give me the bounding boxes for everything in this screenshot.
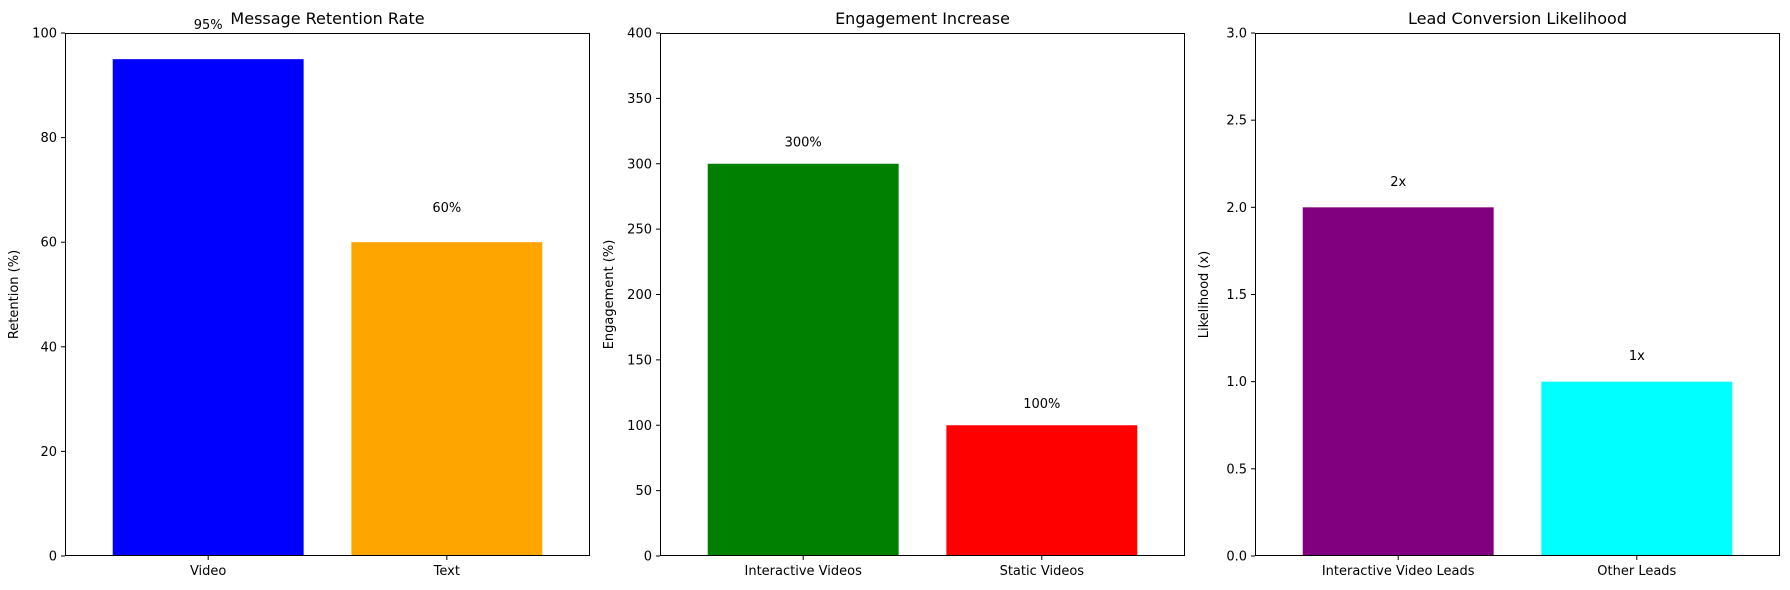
y-tick-label: 100: [627, 419, 652, 434]
y-tick-label: 150: [627, 353, 652, 368]
y-tick-label: 20: [40, 445, 57, 460]
y-tick-label: 400: [627, 27, 652, 42]
y-tick-label: 2.5: [1226, 114, 1247, 129]
chart-panel-3: 2x Interactive Video Leads 1x Other Leads 0.…: [1197, 9, 1780, 579]
y-tick-label: 300: [627, 157, 652, 172]
y-tick-label: 200: [627, 288, 652, 303]
x-tick-label: Other Leads: [1597, 564, 1676, 579]
x-tick-label: Video: [190, 564, 226, 579]
axes-frame: [660, 33, 1185, 556]
bar-video: [112, 59, 304, 557]
chart-title: Lead Conversion Likelihood: [1408, 9, 1627, 28]
y-tick-label: 40: [40, 340, 57, 355]
y-tick-label: 250: [627, 223, 652, 238]
x-tick-label: Interactive Videos: [745, 564, 863, 579]
x-tick-label: Static Videos: [1000, 564, 1085, 579]
y-tick-label: 60: [40, 236, 57, 251]
chart-panel-1: 95% Video 60% Text 0 20 40 60 80 100 Message Reten…: [7, 9, 590, 579]
y-tick-label: 80: [40, 131, 57, 146]
y-tick-label: 50: [635, 484, 652, 499]
bar-other-leads: [1541, 381, 1733, 556]
axes-frame: [1255, 33, 1780, 556]
bar-interactive-video-leads: [1302, 207, 1494, 557]
chart-title: Message Retention Rate: [230, 9, 424, 28]
data-label: 2x: [1390, 175, 1406, 190]
data-label: 300%: [785, 136, 822, 151]
bar-text: [351, 242, 543, 556]
y-tick-label: 3.0: [1226, 27, 1247, 42]
y-tick-label: 0.0: [1226, 550, 1247, 565]
y-tick-label: 350: [627, 92, 652, 107]
y-axis-label: Likelihood (x): [1197, 251, 1212, 339]
y-tick-label: 1.5: [1226, 288, 1247, 303]
y-tick-label: 2.0: [1226, 201, 1247, 216]
data-label: 1x: [1629, 349, 1645, 364]
chart-panel-2: 300% Interactive Videos 100% Static Videos 0…: [602, 9, 1185, 579]
x-tick-label: Interactive Video Leads: [1322, 564, 1475, 579]
y-axis-label: Engagement (%): [602, 240, 617, 350]
axes-frame: [65, 33, 590, 556]
y-tick-label: 1.0: [1226, 375, 1247, 390]
y-axis-label: Retention (%): [7, 250, 22, 339]
bar-static-videos: [946, 425, 1138, 556]
bar-interactive-videos: [707, 163, 899, 556]
y-tick-label: 100: [32, 27, 57, 42]
data-label: 100%: [1023, 397, 1060, 412]
y-tick-label: 0: [49, 550, 57, 565]
data-label: 95%: [194, 18, 223, 33]
y-tick-label: 0: [644, 550, 652, 565]
x-tick-label: Text: [433, 564, 460, 579]
data-label: 60%: [432, 201, 461, 216]
chart-title: Engagement Increase: [835, 9, 1010, 28]
y-tick-label: 0.5: [1226, 462, 1247, 477]
